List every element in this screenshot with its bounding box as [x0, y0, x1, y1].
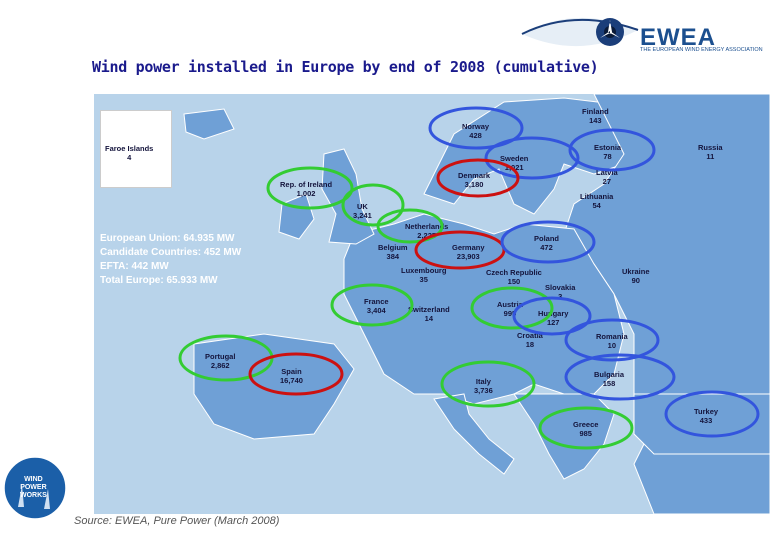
- label-sweden: Sweden 1,021: [500, 154, 529, 172]
- label-germany: Germany 23,903: [452, 243, 485, 261]
- label-czech: Czech Republic 150: [486, 268, 542, 286]
- label-croatia: Croatia 18: [517, 331, 543, 349]
- label-netherlands: Netherlands 2,225: [405, 222, 449, 240]
- label-faroe: Faroe Islands 4: [105, 144, 154, 162]
- label-italy: Italy 3,736: [474, 377, 493, 395]
- europe-map: [94, 94, 770, 514]
- label-poland: Poland 472: [534, 234, 560, 252]
- label-slovakia: Slovakia 3: [545, 283, 576, 301]
- label-estonia: Estonia 78: [594, 143, 622, 161]
- label-russia: Russia 11: [698, 143, 723, 161]
- label-hungary: Hungary 127: [538, 309, 569, 327]
- label-austria: Austria 995: [497, 300, 523, 318]
- ewea-eye-logo: [521, 17, 639, 47]
- label-lithuania: Lithuania 54: [580, 192, 614, 210]
- ewea-logo-text: EWEA: [640, 24, 716, 51]
- total-europe: Total Europe: 65.933 MW: [100, 275, 218, 286]
- label-bulgaria: Bulgaria 158: [594, 370, 625, 388]
- land-northwest: [183, 108, 235, 140]
- label-denmark: Denmark 3,180: [458, 171, 491, 189]
- label-france: France 3,404: [364, 297, 389, 315]
- label-greece: Greece 985: [573, 420, 599, 438]
- wind-power-works-badge-icon: [3, 456, 67, 520]
- label-spain: Spain 16,740: [280, 367, 303, 385]
- page-title: Wind power installed in Europe by end of…: [92, 58, 599, 76]
- ewea-logo-subtitle: THE EUROPEAN WIND ENERGY ASSOCIATION: [640, 47, 763, 53]
- totals-block: European Union: 64.935 MW Candidate Coun…: [100, 232, 241, 288]
- total-efta: EFTA: 442 MW: [100, 261, 169, 272]
- wind-power-works-text: WIND POWER WORKS: [20, 476, 47, 499]
- label-romania: Romania 10: [596, 332, 628, 350]
- label-ukraine: Ukraine 90: [622, 267, 650, 285]
- label-latvia: Latvia 27: [596, 168, 618, 186]
- source-caption: Source: EWEA, Pure Power (March 2008): [74, 515, 280, 527]
- label-norway: Norway 428: [462, 122, 490, 140]
- label-luxembourg: Luxembourg 35: [401, 266, 447, 284]
- label-portugal: Portugal 2,862: [205, 352, 236, 370]
- label-ireland: Rep. of Ireland 1,002: [280, 180, 333, 198]
- total-candidates: Candidate Countries: 452 MW: [100, 247, 242, 258]
- label-turkey: Turkey 433: [694, 407, 719, 425]
- total-eu: European Union: 64.935 MW: [100, 233, 235, 244]
- label-belgium: Belgium 384: [378, 243, 408, 261]
- label-finland: Finland 143: [582, 107, 609, 125]
- label-uk: UK 3,241: [353, 202, 372, 220]
- label-switzerland: Switzerland 14: [408, 305, 450, 323]
- faroe-inset: [100, 110, 172, 188]
